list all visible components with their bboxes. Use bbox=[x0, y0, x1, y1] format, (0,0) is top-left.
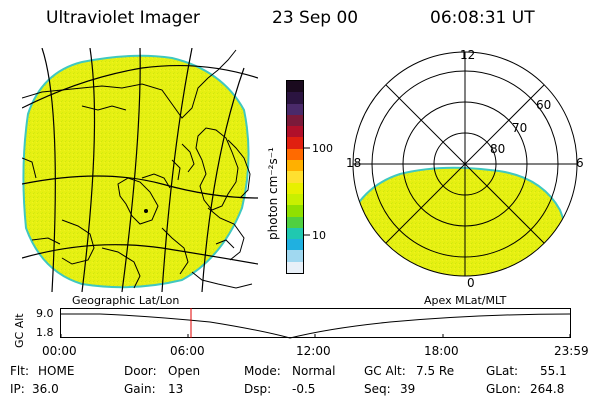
mlt-label-18: 18 bbox=[346, 156, 362, 170]
observation-time: 06:08:31 UT bbox=[430, 8, 535, 28]
polar-plot bbox=[352, 51, 578, 277]
glon-label: GLon: bbox=[486, 382, 521, 396]
mlat-label-80: 80 bbox=[490, 142, 506, 156]
geographic-panel-label: Geographic Lat/Lon bbox=[72, 294, 180, 307]
mode-label: Mode: bbox=[244, 364, 281, 378]
observation-date: 23 Sep 00 bbox=[272, 8, 359, 28]
altitude-xtick-1200: 12:00 bbox=[296, 344, 331, 358]
mlat-label-60: 60 bbox=[536, 98, 552, 112]
geo-coastlines bbox=[22, 49, 253, 289]
geographic-image bbox=[22, 48, 258, 292]
door-value: Open bbox=[168, 364, 201, 378]
colorbar-band bbox=[287, 92, 303, 104]
flt-value: HOME bbox=[38, 364, 75, 378]
colorbar-band bbox=[287, 148, 303, 161]
dsp-label: Dsp: bbox=[244, 382, 272, 396]
altitude-xtick-0000: 00:00 bbox=[42, 344, 77, 358]
geo-image-disk bbox=[22, 54, 250, 289]
colorbar-band bbox=[287, 227, 303, 240]
altitude-ytick-1.8: 1.8 bbox=[36, 326, 54, 339]
colorbar-ticks bbox=[304, 147, 310, 236]
colorbar-band bbox=[287, 239, 303, 251]
altitude-xtick-1800: 18:00 bbox=[424, 344, 459, 358]
geo-marker-dot bbox=[144, 209, 148, 213]
colorbar-band bbox=[287, 193, 303, 206]
colorbar-band bbox=[287, 81, 303, 93]
altitude-ytick-9: 9.0 bbox=[36, 307, 54, 320]
colorbar-band bbox=[287, 205, 303, 217]
geo-grid-lines bbox=[22, 48, 258, 292]
gain-value: 13 bbox=[168, 382, 184, 396]
ip-label: IP: bbox=[10, 382, 25, 396]
mlat-label-70: 70 bbox=[512, 121, 528, 135]
colorbar-band bbox=[287, 103, 303, 115]
colorbar-band bbox=[287, 171, 303, 183]
colorbar-band bbox=[287, 137, 303, 149]
seq-value: 39 bbox=[400, 382, 416, 396]
mlt-label-0: 0 bbox=[467, 276, 475, 290]
mode-value: Normal bbox=[292, 364, 336, 378]
altitude-x-ticks bbox=[60, 334, 571, 338]
colorbar-band bbox=[287, 216, 303, 228]
glat-value: 55.1 bbox=[540, 364, 567, 378]
colorbar-band bbox=[287, 182, 303, 194]
colorbar-tick-100: 100 bbox=[312, 142, 333, 155]
flt-label: Flt: bbox=[10, 364, 29, 378]
mlt-label-12: 12 bbox=[460, 48, 476, 62]
colorbar-tick-10: 10 bbox=[312, 229, 326, 242]
apex-panel-label: Apex MLat/MLT bbox=[424, 294, 507, 307]
colorbar-band bbox=[287, 114, 303, 127]
polar-grid bbox=[352, 51, 578, 277]
altitude-plot bbox=[60, 308, 571, 339]
dsp-value: -0.5 bbox=[292, 382, 316, 396]
colorbar-band bbox=[287, 250, 303, 262]
gcalt-label: GC Alt: bbox=[364, 364, 406, 378]
altitude-curve bbox=[60, 313, 571, 339]
glat-label: GLat: bbox=[486, 364, 519, 378]
glon-value: 264.8 bbox=[530, 382, 565, 396]
altitude-xtick-2359: 23:59 bbox=[554, 344, 589, 358]
mlt-label-6: 6 bbox=[576, 156, 584, 170]
ip-value: 36.0 bbox=[32, 382, 59, 396]
altitude-xtick-0600: 06:00 bbox=[170, 344, 205, 358]
colorbar-unit-label: photon cm⁻²s⁻¹ bbox=[266, 147, 280, 240]
colorbar-band bbox=[287, 126, 303, 138]
seq-label: Seq: bbox=[364, 382, 391, 396]
colorbar-band bbox=[287, 160, 303, 172]
instrument-title: Ultraviolet Imager bbox=[46, 8, 200, 28]
gcalt-value: 7.5 Re bbox=[416, 364, 455, 378]
colorbar bbox=[286, 80, 304, 274]
door-label: Door: bbox=[124, 364, 157, 378]
gain-label: Gain: bbox=[124, 382, 156, 396]
colorbar-band bbox=[287, 261, 303, 274]
altitude-ylabel: GC Alt bbox=[13, 313, 26, 348]
